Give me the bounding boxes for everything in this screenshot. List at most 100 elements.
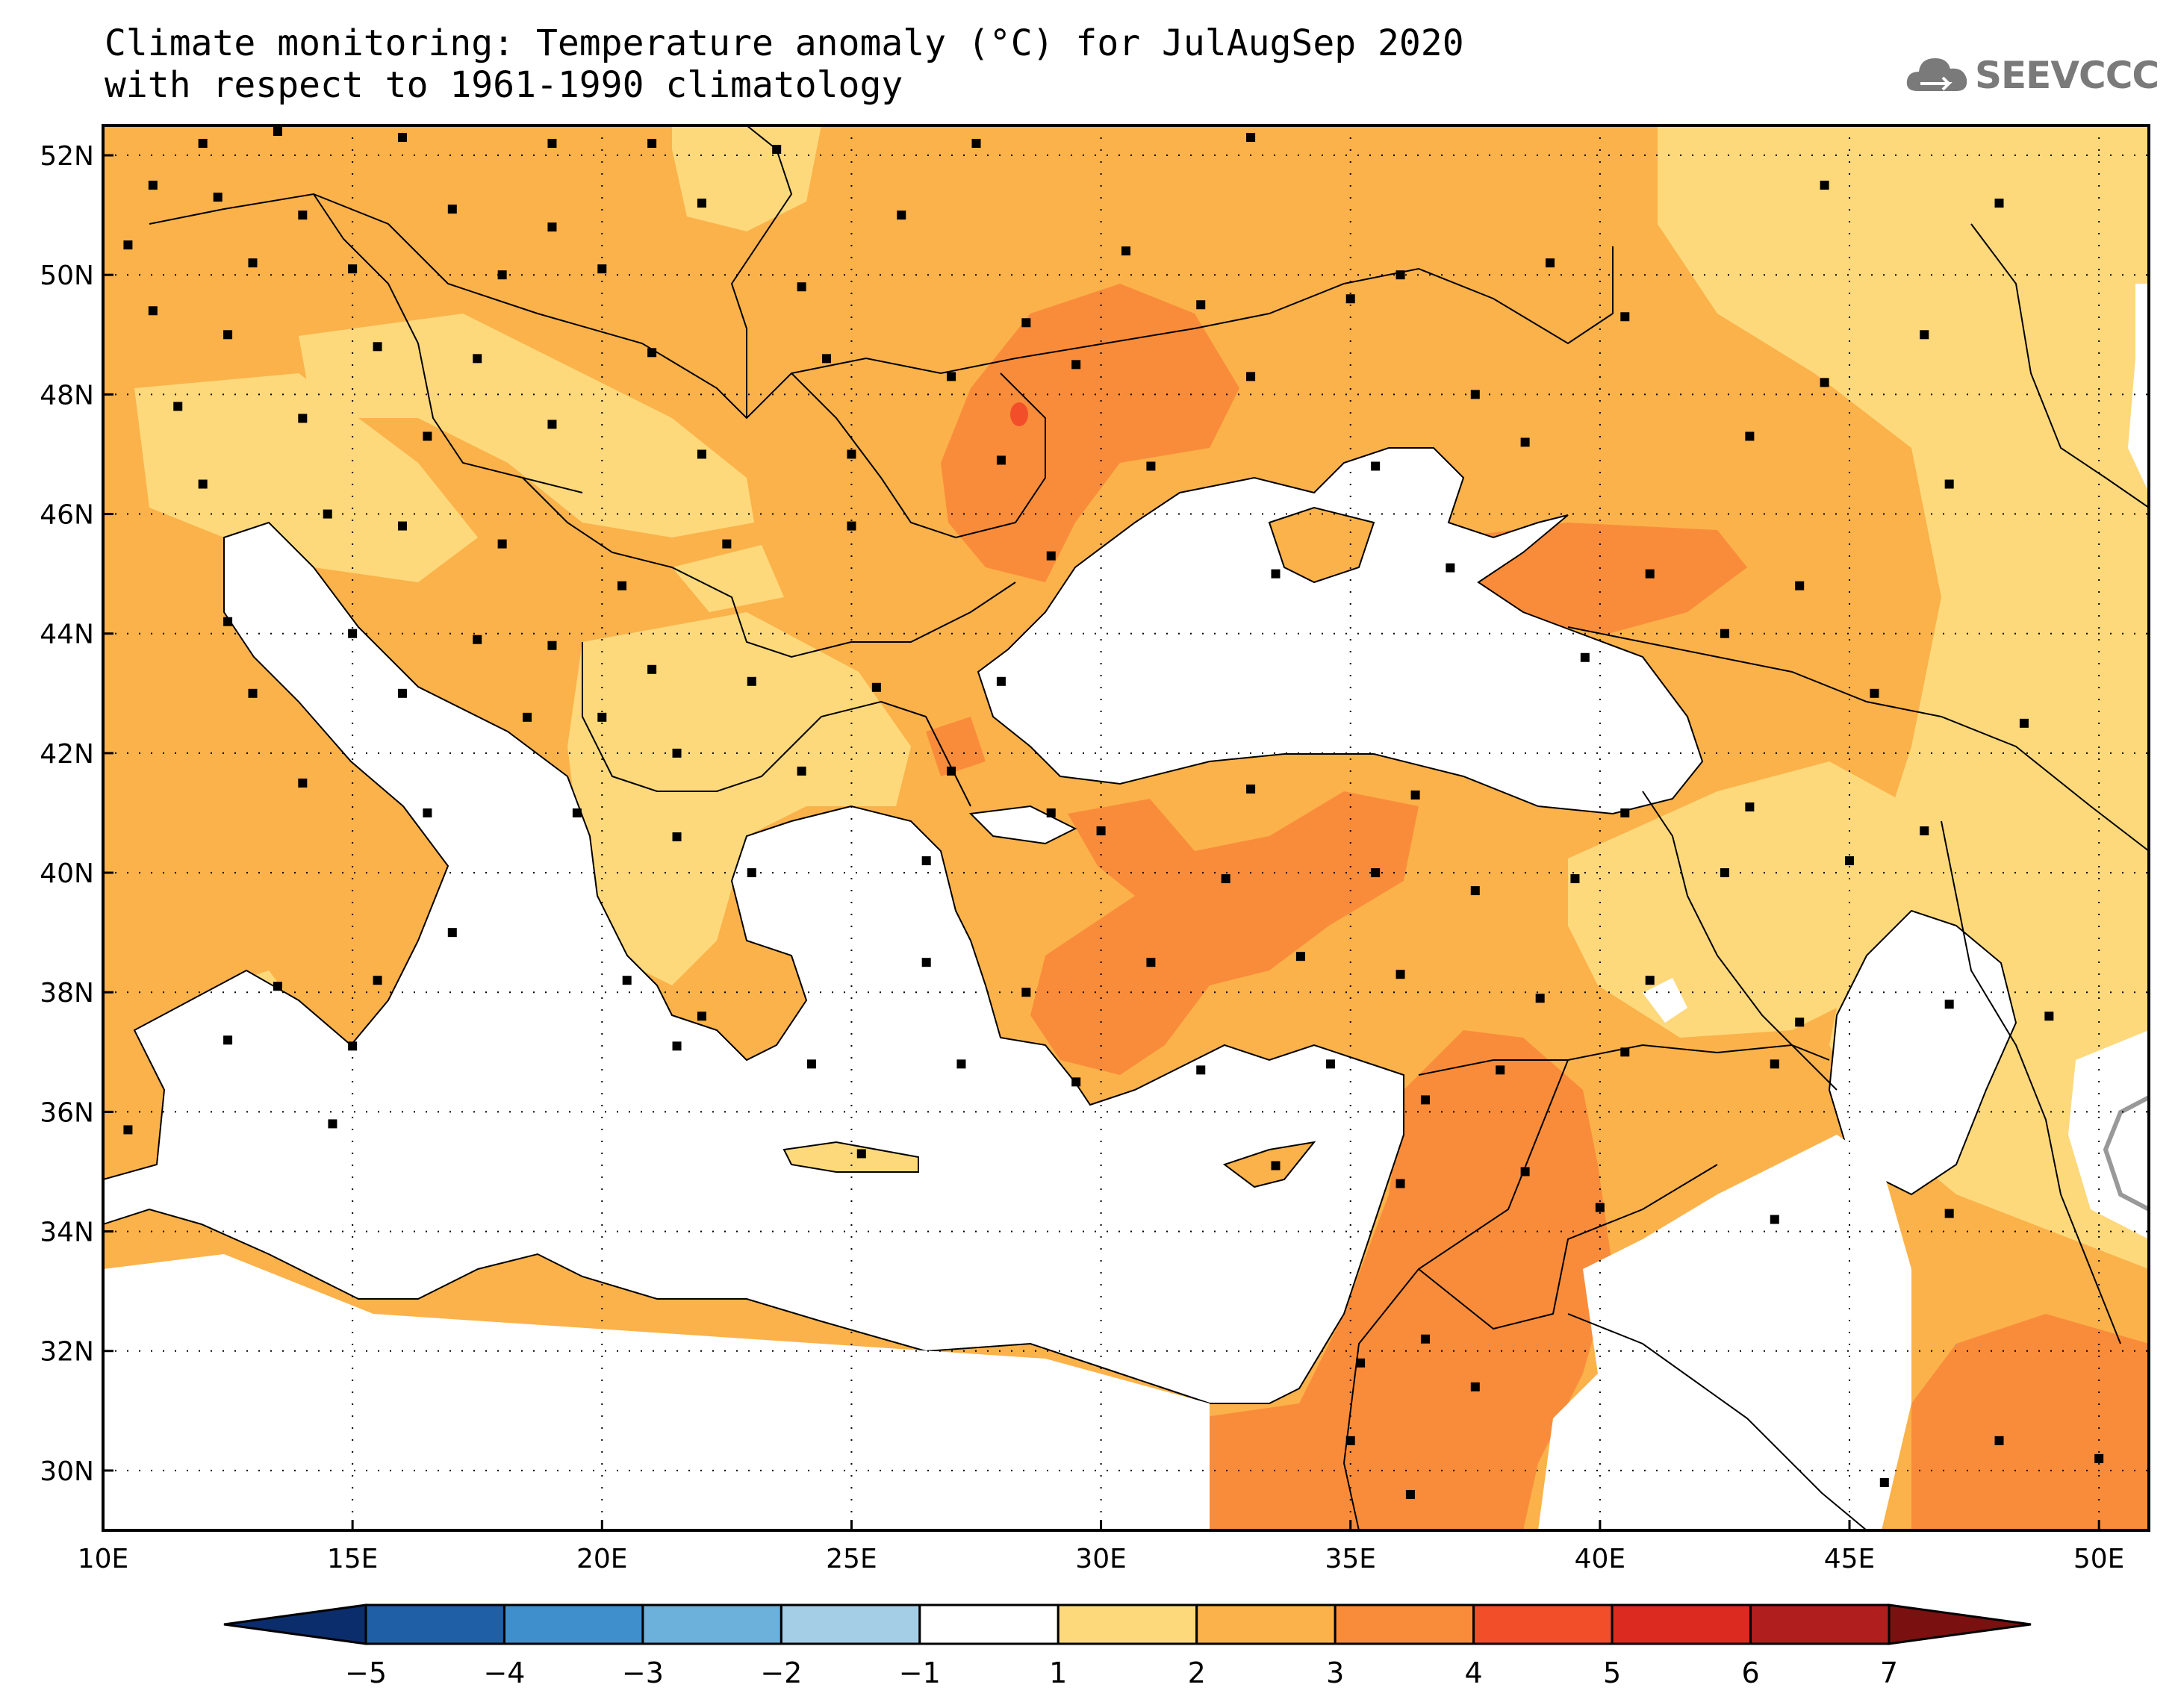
station-marker (523, 712, 532, 722)
black-sea (977, 447, 1704, 815)
station-marker (1770, 1059, 1779, 1069)
station-marker (148, 181, 158, 190)
station-marker (1580, 652, 1590, 662)
station-marker (822, 354, 832, 364)
station-marker (1410, 790, 1420, 800)
y-tick-label: 46N (40, 500, 94, 531)
station-marker (947, 372, 956, 381)
station-marker (348, 629, 358, 638)
crimea (1268, 506, 1375, 584)
colorbar-label: 2 (1188, 1656, 1206, 1689)
colorbar-segment (918, 1603, 1060, 1645)
colorbar-label: 3 (1326, 1656, 1344, 1689)
station-marker (697, 449, 706, 459)
colorbar-label: −4 (483, 1656, 525, 1689)
station-marker (1920, 826, 1929, 836)
station-marker (971, 139, 981, 149)
station-marker (198, 139, 208, 149)
station-marker (722, 539, 732, 549)
station-marker (856, 1149, 866, 1159)
station-marker (1470, 886, 1480, 896)
station-marker (1770, 1215, 1779, 1224)
station-marker (597, 264, 607, 274)
station-marker (173, 402, 183, 411)
seevccc-logo: SEEVCCC (1904, 46, 2159, 106)
x-tick-label: 45E (1824, 1544, 1876, 1574)
colorbar-segment (1195, 1603, 1337, 1645)
y-tick-label: 40N (40, 858, 94, 889)
field-3-4-levant (1195, 1030, 1613, 1530)
station-marker (1446, 563, 1455, 573)
station-marker (348, 264, 358, 274)
station-marker (672, 1041, 682, 1051)
station-marker (622, 976, 632, 985)
station-marker (248, 258, 258, 268)
y-tick-label: 30N (40, 1456, 94, 1487)
station-marker (1246, 784, 1256, 794)
station-marker (1420, 1334, 1430, 1344)
station-marker (2019, 718, 2029, 728)
station-marker (1246, 372, 1256, 381)
colorbar: −5 −4 −3 −2 −1 1 2 3 4 5 6 7 (223, 1603, 2032, 1689)
station-marker (1371, 868, 1381, 878)
station-marker (996, 676, 1006, 686)
station-marker (123, 240, 133, 250)
colorbar-segment (780, 1603, 921, 1645)
x-tick-label: 20E (576, 1544, 628, 1574)
station-marker (323, 509, 332, 519)
station-markers (123, 127, 2104, 1499)
station-marker (672, 748, 682, 758)
station-marker (697, 199, 706, 208)
grey-boundary (2103, 1095, 2149, 1212)
station-marker (373, 342, 382, 352)
y-tick-label: 42N (40, 739, 94, 770)
station-marker (273, 127, 282, 137)
missing-data-turkey-lake (1643, 978, 1687, 1023)
station-marker (647, 664, 657, 674)
colorbar-label: 6 (1741, 1656, 1759, 1689)
station-marker (1271, 1161, 1281, 1171)
station-marker (1820, 378, 1829, 387)
missing-data-iraq (1538, 1135, 1911, 1530)
field-3-4-small-west (926, 717, 986, 776)
colorbar-label: 4 (1465, 1656, 1483, 1689)
missing-data-ne (2128, 284, 2149, 493)
station-marker (447, 928, 457, 938)
station-marker (298, 778, 308, 788)
station-marker (1221, 874, 1230, 884)
station-marker (1745, 802, 1755, 811)
station-marker (248, 688, 258, 698)
station-marker (1395, 970, 1405, 979)
station-marker (1820, 181, 1829, 190)
x-tick-label: 10E (78, 1544, 129, 1574)
station-marker (348, 1041, 358, 1051)
station-marker (1046, 808, 1056, 817)
colorbar-segment (1472, 1603, 1614, 1645)
colorbar-label: 1 (1049, 1656, 1067, 1689)
map-frame (102, 124, 2150, 1532)
station-marker (1146, 461, 1156, 471)
colorbar-segment (1611, 1603, 1752, 1645)
station-marker (1121, 246, 1130, 256)
y-tick-label: 32N (40, 1337, 94, 1368)
station-marker (1620, 1047, 1630, 1057)
station-marker (1071, 360, 1081, 370)
station-marker (572, 808, 582, 817)
colorbar-segment (641, 1603, 782, 1645)
station-marker (1570, 874, 1580, 884)
x-tick-label: 30E (1075, 1544, 1127, 1574)
station-marker (1795, 581, 1805, 590)
map-title: Climate monitoring: Temperature anomaly … (105, 22, 1464, 106)
station-marker (1645, 976, 1655, 985)
colorbar-segment (1749, 1603, 1891, 1645)
colorbar-segment (502, 1603, 644, 1645)
colorbar-high-end (1888, 1603, 2032, 1645)
station-marker (1879, 1477, 1889, 1487)
station-marker (423, 808, 432, 817)
missing-data-iran (2068, 1030, 2149, 1239)
field-1-2-northeast (1658, 125, 2149, 1269)
station-marker (871, 682, 881, 692)
colorbar-label: −3 (622, 1656, 664, 1689)
station-marker (547, 420, 557, 429)
